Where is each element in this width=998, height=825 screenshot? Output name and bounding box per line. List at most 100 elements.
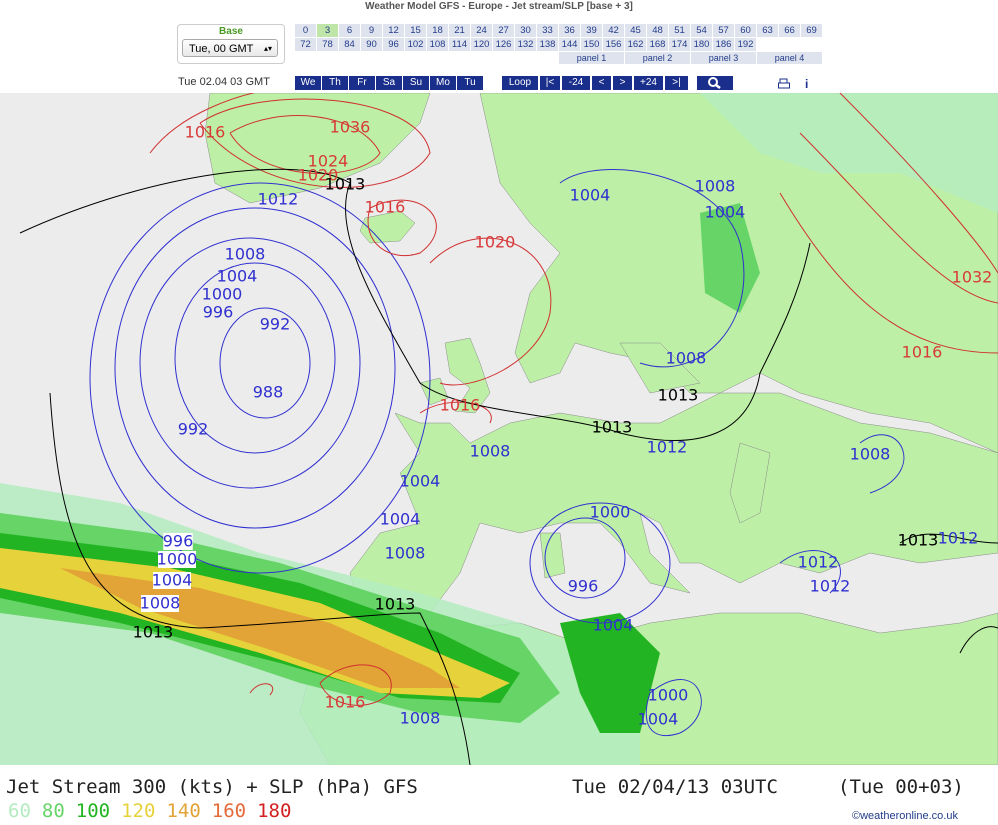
hour-cell[interactable]: 69 [801,24,822,37]
isobar-label: 1000 [202,285,243,304]
hour-cell[interactable]: 42 [603,24,624,37]
label-background [141,595,179,612]
base-select-text[interactable]: Tue, 00 GMT [189,43,254,55]
hour-cell[interactable]: 132 [515,38,536,51]
hour-cell[interactable]: 102 [405,38,426,51]
hour-cell[interactable]: 96 [383,38,404,51]
base-select[interactable]: Tue, 00 GMT ▴▾ [182,39,278,57]
isobar-label: 1008 [666,349,707,368]
nav-button[interactable]: Loop [502,76,538,90]
hour-cell[interactable]: 72 [295,38,316,51]
hour-cell[interactable]: 192 [735,38,756,51]
hour-cell[interactable]: 57 [713,24,734,37]
hour-cell[interactable]: 84 [339,38,360,51]
hour-cell[interactable]: 33 [537,24,558,37]
isobar-label: 1004 [400,472,441,491]
hour-cell[interactable]: 150 [581,38,602,51]
hour-cell[interactable]: 36 [559,24,580,37]
legend-entry: 160 [211,800,247,822]
hour-cell[interactable]: 78 [317,38,338,51]
label-background [158,551,196,568]
hour-cell[interactable]: 9 [361,24,382,37]
hour-cell[interactable]: 21 [449,24,470,37]
hour-cell[interactable]: 63 [757,24,778,37]
hour-cell[interactable]: 186 [713,38,734,51]
panel-button[interactable]: panel 1 [559,52,624,64]
hour-cell[interactable]: 3 [317,24,338,37]
hour-cell[interactable]: 156 [603,38,624,51]
hour-cell[interactable]: 0 [295,24,316,37]
select-arrow: ▴▾ [263,44,272,53]
page-title: Weather Model GFS - Europe - Jet stream/… [365,1,633,12]
isobar-label: 1008 [385,544,426,563]
hour-cell[interactable]: 24 [471,24,492,37]
day-button[interactable]: Mo [430,76,456,90]
hour-cell[interactable]: 114 [449,38,470,51]
hour-cell[interactable]: 48 [647,24,668,37]
zoom-icon [708,77,721,89]
hour-cell[interactable]: 15 [405,24,426,37]
isobar-label: 1016 [325,693,366,712]
hour-cell[interactable]: 66 [779,24,800,37]
isobar-label: 1004 [638,710,679,729]
hour-cell[interactable]: 90 [361,38,382,51]
isobar-label: 1004 [152,571,193,590]
nav-button[interactable]: > [613,76,632,90]
hour-cell[interactable]: 162 [625,38,646,51]
hour-cell[interactable]: 126 [493,38,514,51]
isobar-label: 1024 [308,152,349,171]
hour-cell[interactable]: 18 [427,24,448,37]
base-label: Base [219,26,243,37]
day-button[interactable]: We [295,76,321,90]
day-button[interactable]: Fr [349,76,375,90]
day-button[interactable]: Su [403,76,429,90]
isobar-label: 1013 [133,623,174,642]
hour-cell[interactable]: 120 [471,38,492,51]
isobar-label: 996 [203,303,234,322]
hour-cell[interactable]: 108 [427,38,448,51]
hour-cell[interactable]: 45 [625,24,646,37]
isobar-label: 1013 [325,175,366,194]
panel-button[interactable]: panel 3 [691,52,756,64]
hour-cell[interactable]: 168 [647,38,668,51]
timestamp: Tue 02.04 03 GMT [178,76,270,88]
nav-button[interactable]: -24 [562,76,590,90]
hour-cell[interactable]: 138 [537,38,558,51]
hour-cell[interactable]: 60 [735,24,756,37]
isobar-label: 1004 [217,267,258,286]
nav-button[interactable]: +24 [634,76,663,90]
footer-title: Jet Stream 300 (kts) + SLP (hPa) GFS [6,776,418,798]
hour-cell[interactable]: 39 [581,24,602,37]
isobar-label: 1013 [375,595,416,614]
print-icon[interactable] [778,78,790,90]
isobar-label: 1013 [592,418,633,437]
isobar-label: 1004 [570,186,611,205]
nav-button[interactable]: |< [540,76,560,90]
isobar-label: 1008 [225,245,266,264]
legend-entry: 140 [166,800,201,822]
hour-cell[interactable]: 54 [691,24,712,37]
label-background [153,572,191,589]
info-button[interactable]: i [805,77,809,91]
nav-button[interactable]: >| [665,76,688,90]
hour-cell[interactable]: 144 [559,38,580,51]
isobar-label: 1000 [648,686,689,705]
day-button[interactable]: Th [322,76,348,90]
zoom-button[interactable] [697,76,733,90]
isobar-label: 1012 [798,553,839,572]
hour-cell[interactable]: 174 [669,38,690,51]
day-button[interactable]: Sa [376,76,402,90]
hour-cell[interactable]: 6 [339,24,360,37]
hour-cell[interactable]: 180 [691,38,712,51]
nav-button[interactable]: < [592,76,611,90]
day-button[interactable]: Tu [457,76,483,90]
panel-button[interactable]: panel 4 [757,52,822,64]
hour-cell[interactable]: 51 [669,24,690,37]
panel-button[interactable]: panel 2 [625,52,690,64]
isobar-label: 1008 [470,442,511,461]
hour-cell[interactable]: 30 [515,24,536,37]
hour-cell[interactable]: 12 [383,24,404,37]
hour-cell[interactable]: 27 [493,24,514,37]
isobar-label: 996 [163,532,194,551]
